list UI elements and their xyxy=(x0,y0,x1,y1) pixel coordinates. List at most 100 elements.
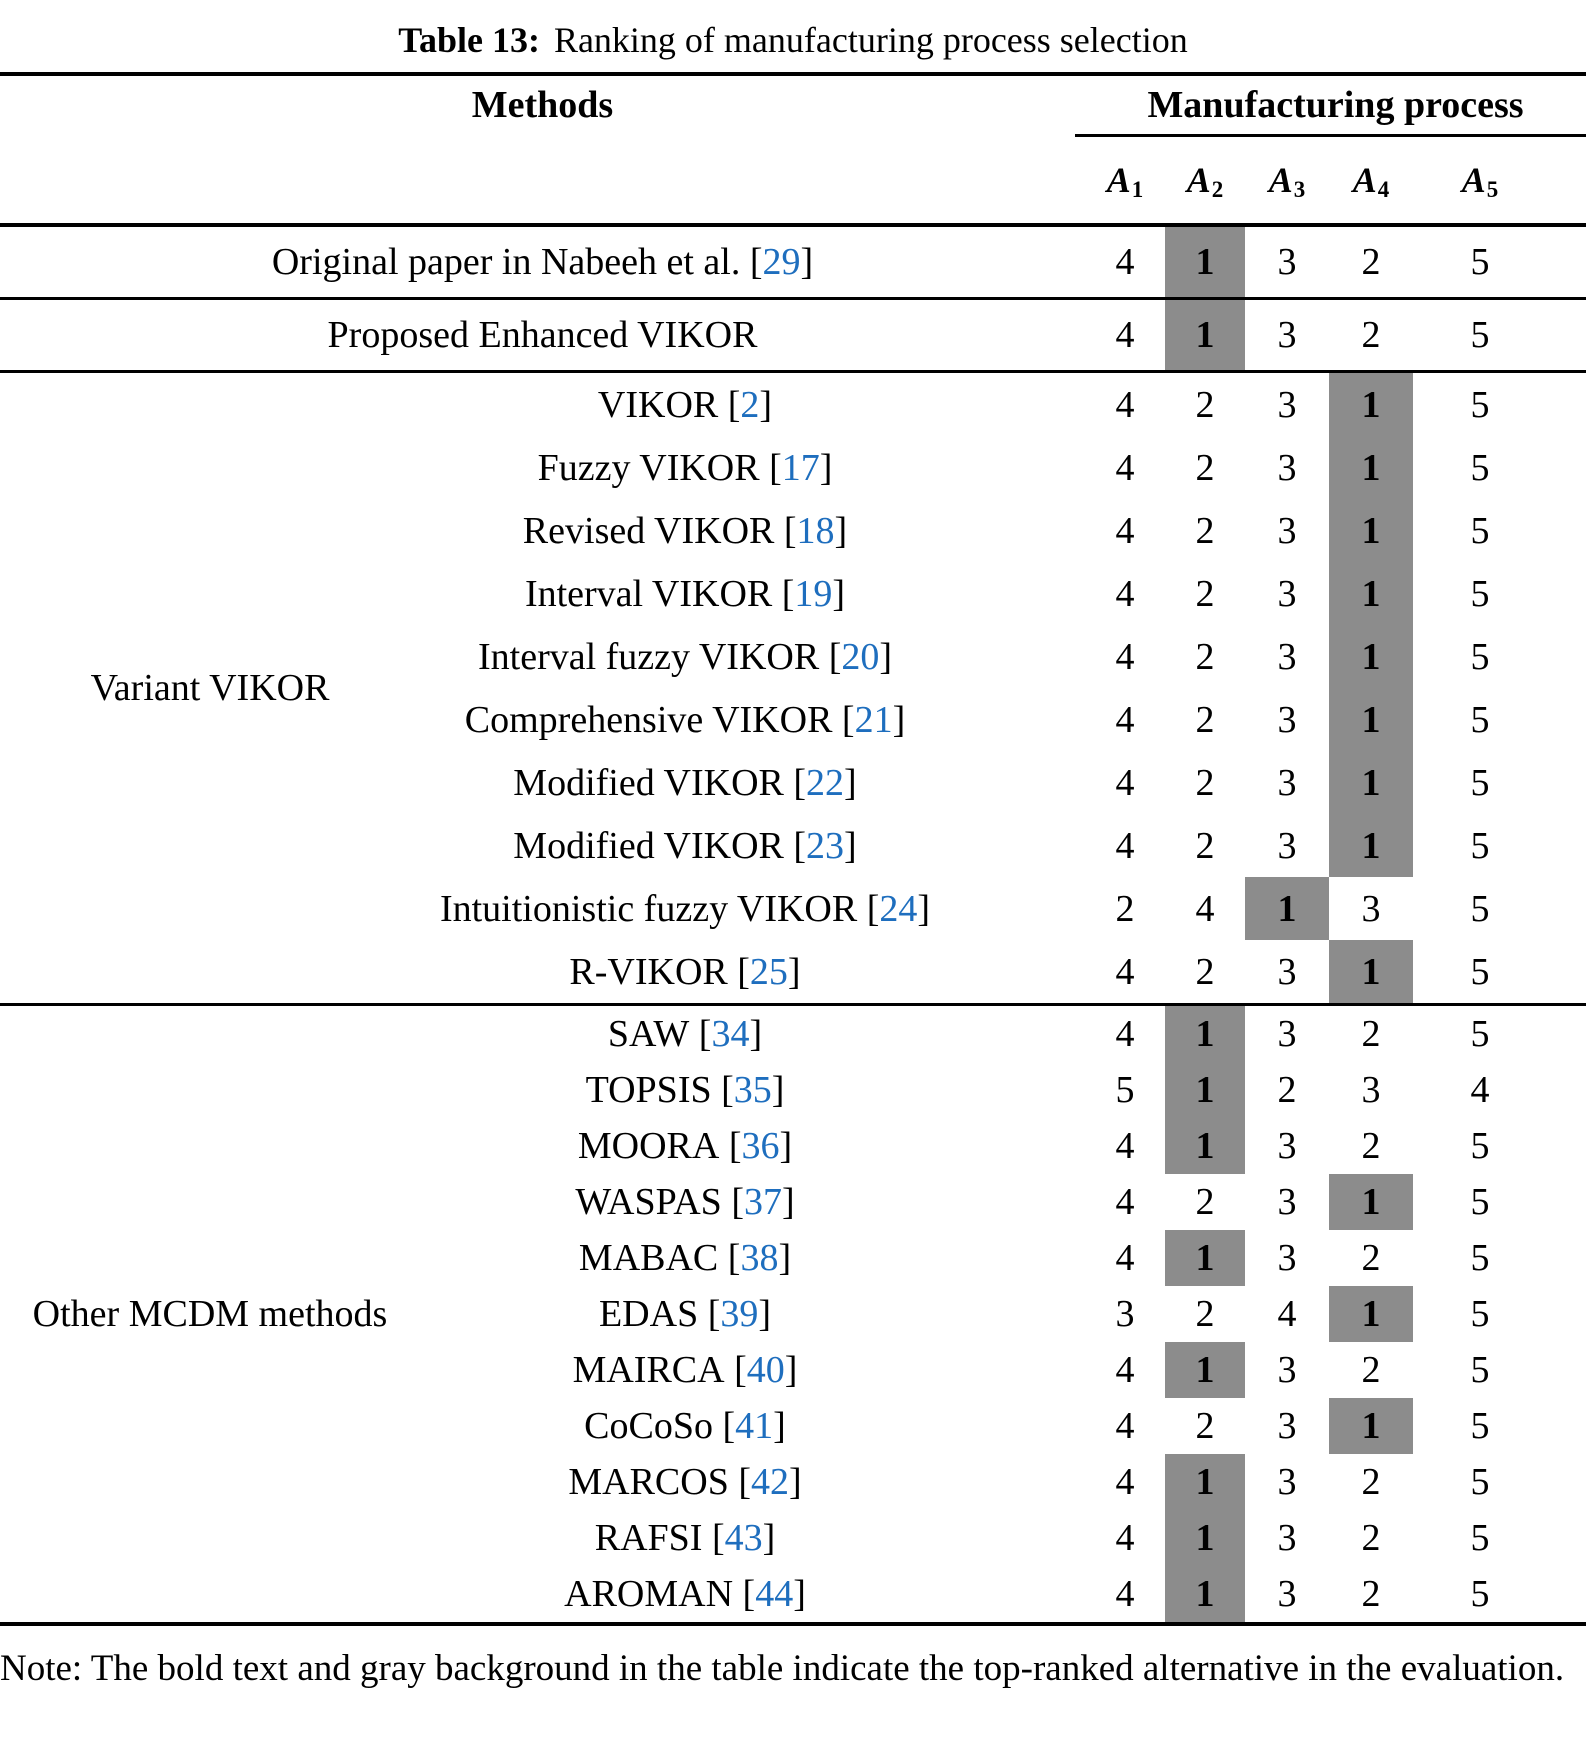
citation-link[interactable]: 35 xyxy=(733,1069,772,1111)
citation-link[interactable]: 42 xyxy=(751,1461,789,1503)
citation-link[interactable]: 23 xyxy=(806,824,845,867)
citation-bracket: ] xyxy=(892,698,906,741)
citation-link[interactable]: 43 xyxy=(724,1517,763,1559)
citation-link[interactable]: 39 xyxy=(720,1293,759,1335)
rank-cell-top: 1 xyxy=(1329,751,1413,814)
rank-cell-top: 1 xyxy=(1329,373,1413,436)
rank-cell-top: 1 xyxy=(1329,625,1413,688)
rank-cell: 4 xyxy=(1115,1349,1135,1391)
rank-cell: 5 xyxy=(1470,1573,1490,1615)
a1-sub: 1 xyxy=(1131,177,1144,202)
group-label: Other MCDM methods xyxy=(32,1293,388,1335)
citation-link[interactable]: 34 xyxy=(711,1013,750,1055)
table-row: RAFSI [43] 4 1 3 2 5 xyxy=(420,1510,1586,1566)
citation-link[interactable]: 29 xyxy=(762,241,801,283)
a3-base: A xyxy=(1268,160,1293,200)
citation-bracket: ] xyxy=(789,1461,802,1503)
citation-link[interactable]: 41 xyxy=(735,1405,774,1447)
citation-bracket: ] xyxy=(832,572,846,615)
rank-cell: 4 xyxy=(1277,1293,1297,1335)
table-row: Original paper in Nabeeh et al. [29] 4 1 3 2… xyxy=(0,227,1547,297)
citation-link[interactable]: 22 xyxy=(806,761,845,804)
rank-cell: 5 xyxy=(1470,1181,1490,1223)
method-name: Interval fuzzy VIKOR [20] xyxy=(420,625,1085,688)
rank-cell: 5 xyxy=(1470,635,1490,678)
rank-cell: 2 xyxy=(1361,1349,1381,1391)
citation-link[interactable]: 17 xyxy=(781,446,820,489)
citation-bracket: ] xyxy=(793,1573,806,1615)
method-name-text: Interval fuzzy VIKOR xyxy=(478,635,820,678)
method-name: Interval VIKOR [19] xyxy=(420,562,1085,625)
rank-cell: 2 xyxy=(1361,314,1381,356)
manufacturing-process-header: Manufacturing process xyxy=(1147,84,1524,126)
rank-cell: 5 xyxy=(1470,241,1490,283)
rank-cell: 3 xyxy=(1277,950,1297,993)
rank-cell: 3 xyxy=(1277,509,1297,552)
citation-bracket: ] xyxy=(779,1125,793,1167)
citation-link[interactable]: 19 xyxy=(794,572,833,615)
rank-cell: 3 xyxy=(1277,1405,1297,1447)
method-name-text: SAW xyxy=(607,1013,690,1055)
citation-bracket: ] xyxy=(749,1013,763,1055)
citation-bracket: ] xyxy=(844,761,857,804)
top-rule xyxy=(0,72,1586,76)
group-label: Variant VIKOR xyxy=(90,667,330,709)
rank-cell: 2 xyxy=(1195,383,1215,426)
rank-cell: 3 xyxy=(1277,1461,1297,1503)
method-name-text: EDAS xyxy=(598,1293,699,1335)
rank-cell-top: 1 xyxy=(1329,1174,1413,1230)
citation-link[interactable]: 44 xyxy=(755,1573,794,1615)
citation-link[interactable]: 20 xyxy=(841,635,880,678)
method-name: Fuzzy VIKOR [17] xyxy=(420,436,1085,499)
citation-bracket: [ xyxy=(774,509,797,552)
method-name-text: Revised VIKOR xyxy=(522,509,775,552)
citation-link[interactable]: 36 xyxy=(741,1125,780,1167)
process-header-underline xyxy=(1075,134,1586,137)
table-row: Revised VIKOR [18] 4 2 3 1 5 xyxy=(420,499,1586,562)
method-name-text: CoCoSo xyxy=(584,1405,713,1447)
a3-sub: 3 xyxy=(1293,177,1306,202)
rank-cell: 4 xyxy=(1115,635,1135,678)
method-name: Modified VIKOR [23] xyxy=(420,814,1085,877)
citation-link[interactable]: 18 xyxy=(796,509,835,552)
rank-cell: 3 xyxy=(1277,1125,1297,1167)
table-row: TOPSIS [35] 5 1 2 3 4 xyxy=(420,1062,1586,1118)
citation-bracket: ] xyxy=(781,1181,795,1223)
method-name-text: MABAC xyxy=(578,1237,719,1279)
citation-link[interactable]: 25 xyxy=(749,950,788,993)
citation-bracket: [ xyxy=(711,1069,734,1111)
rank-cell-top: 1 xyxy=(1329,1286,1413,1342)
rank-cell: 4 xyxy=(1195,887,1215,930)
citation-link[interactable]: 37 xyxy=(743,1181,782,1223)
rank-cell: 4 xyxy=(1115,824,1135,867)
citation-link[interactable]: 38 xyxy=(740,1237,779,1279)
table-row: WASPAS [37] 4 2 3 1 5 xyxy=(420,1174,1586,1230)
rank-cell: 5 xyxy=(1470,572,1490,615)
rank-cell: 4 xyxy=(1115,698,1135,741)
rank-cell: 4 xyxy=(1115,241,1135,283)
citation-bracket: [ xyxy=(724,1349,747,1391)
a1-base: A xyxy=(1106,160,1131,200)
citation-link[interactable]: 24 xyxy=(879,887,918,930)
rank-cell: 5 xyxy=(1470,1405,1490,1447)
citation-link[interactable]: 21 xyxy=(854,698,893,741)
method-name-text: MOORA xyxy=(577,1125,720,1167)
rank-cell-top: 1 xyxy=(1165,1454,1245,1510)
citation-link[interactable]: 2 xyxy=(740,383,760,426)
table-row: VIKOR [2] 4 2 3 1 5 xyxy=(420,373,1586,436)
rank-cell: 3 xyxy=(1277,1181,1297,1223)
citation-link[interactable]: 40 xyxy=(746,1349,785,1391)
spacer-cell xyxy=(0,137,1085,223)
citation-bracket: [ xyxy=(819,635,842,678)
table-row: Fuzzy VIKOR [17] 4 2 3 1 5 xyxy=(420,436,1586,499)
rank-cell: 5 xyxy=(1470,314,1490,356)
rank-cell: 5 xyxy=(1470,509,1490,552)
a5-sub: 5 xyxy=(1486,177,1499,202)
rank-cell: 4 xyxy=(1115,1013,1135,1055)
citation-bracket: ] xyxy=(759,383,773,426)
method-name: TOPSIS [35] xyxy=(420,1062,1085,1118)
rank-cell: 2 xyxy=(1361,1461,1381,1503)
rank-cell-top: 1 xyxy=(1165,1342,1245,1398)
rank-cell: 5 xyxy=(1470,446,1490,489)
